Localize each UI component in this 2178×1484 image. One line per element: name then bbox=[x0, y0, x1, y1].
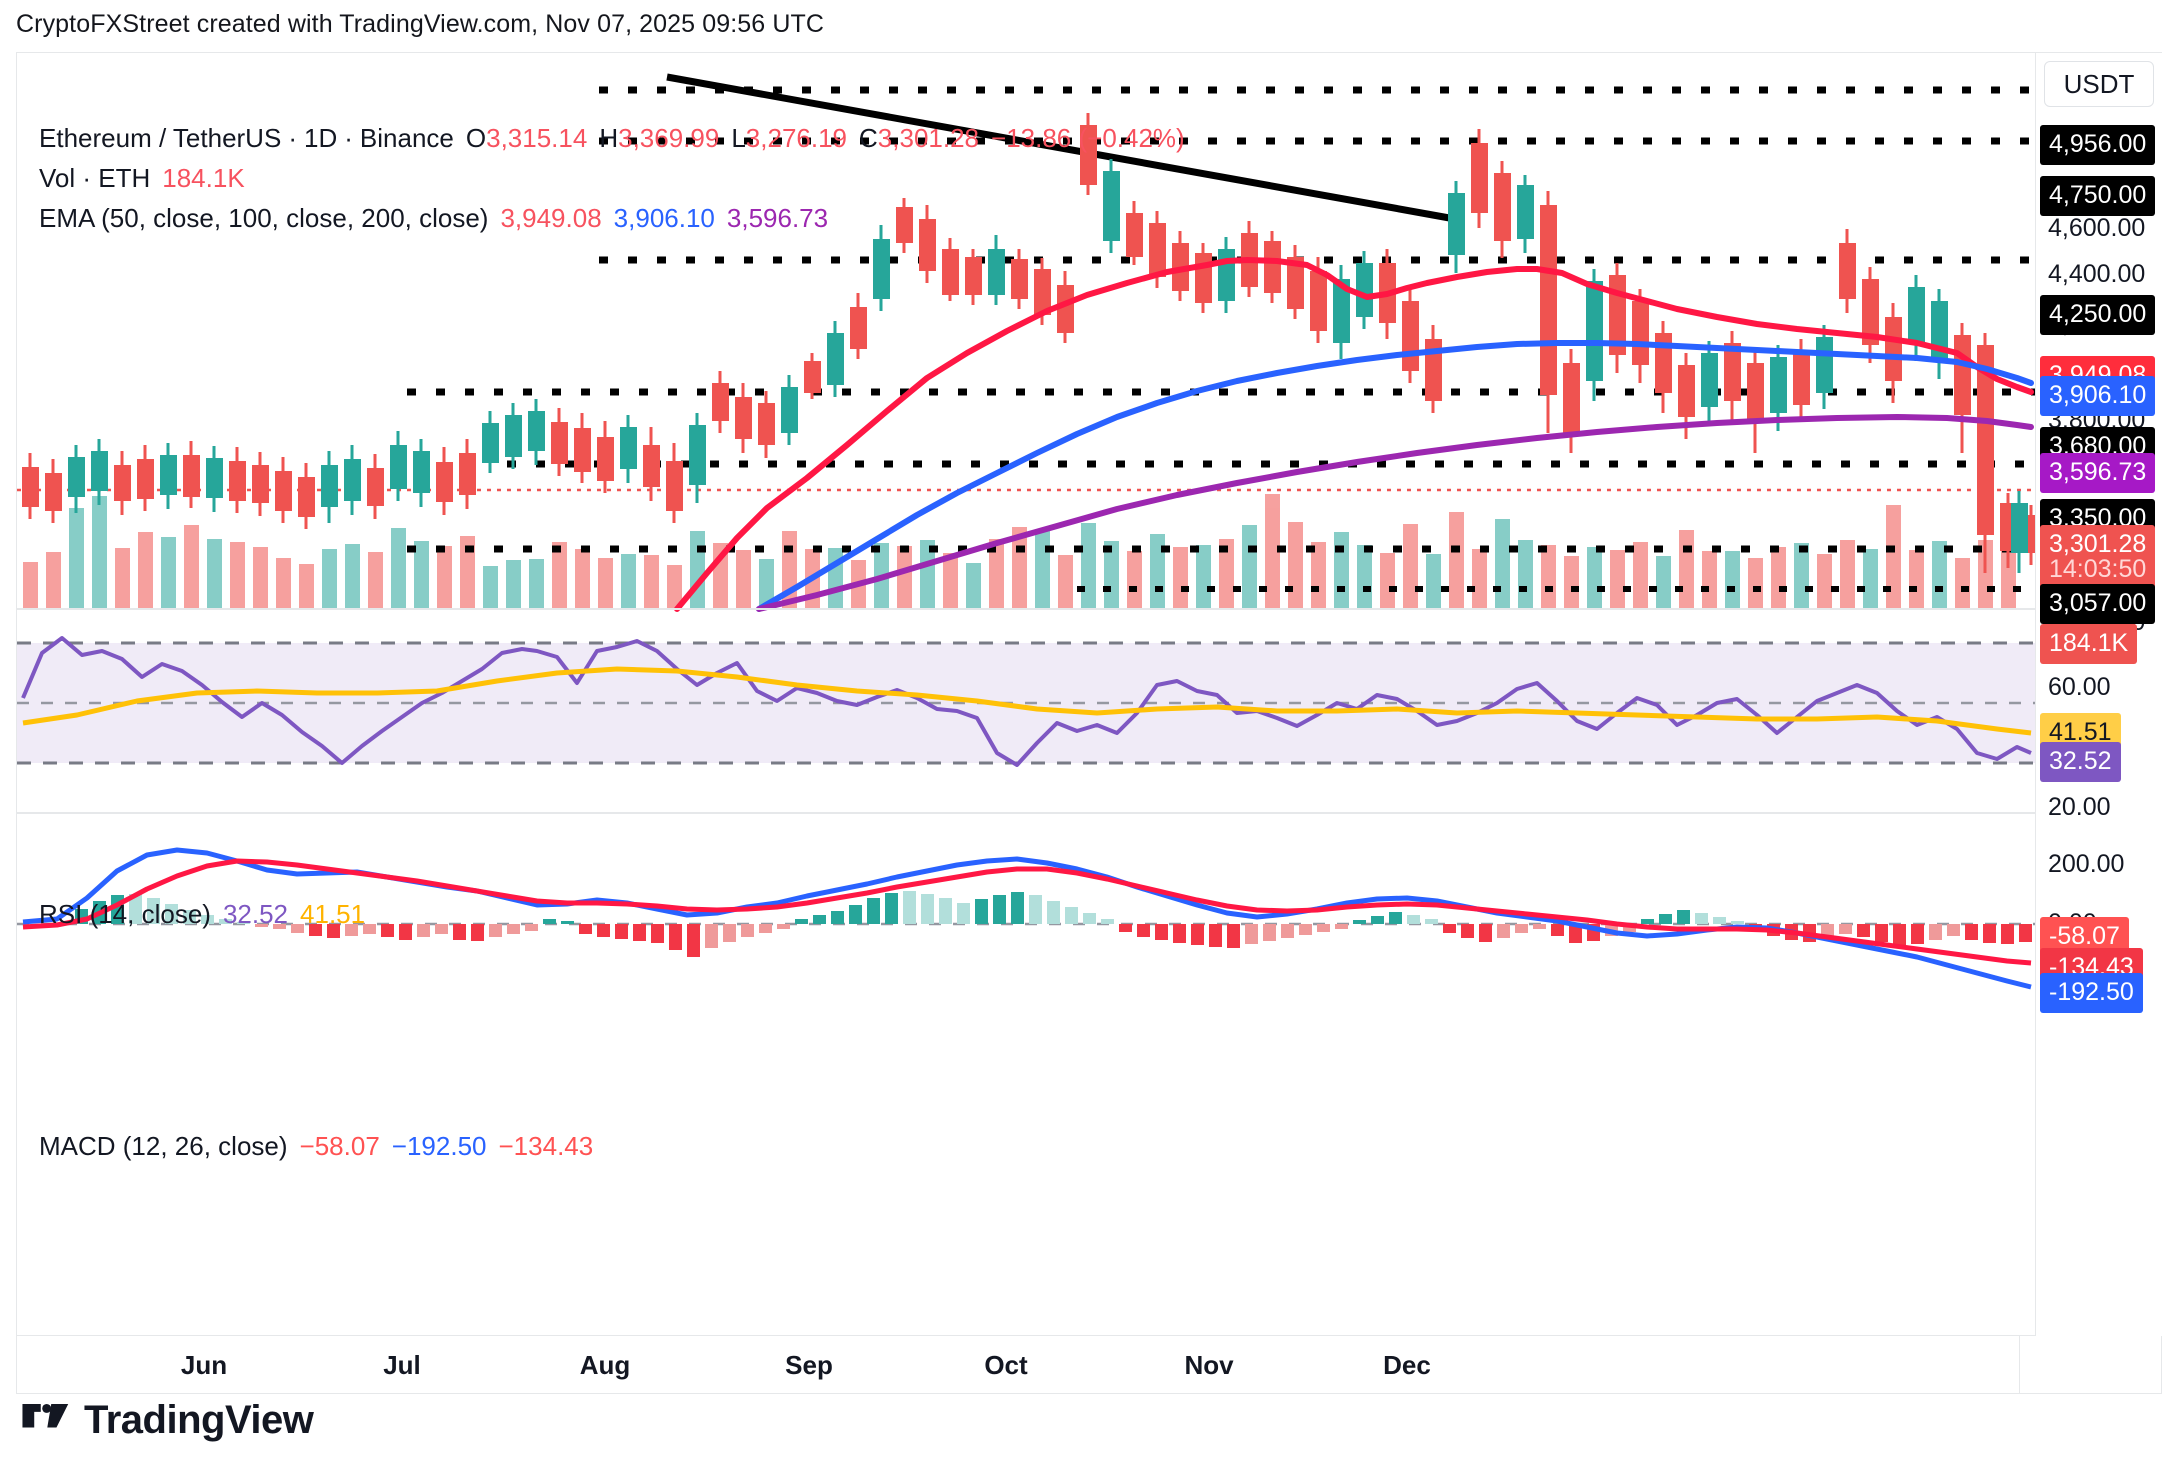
price-axis[interactable]: USDT 4,800.00 4,600.00 4,400.00 4,200.00… bbox=[2035, 53, 2162, 1336]
ema-100-value: 3,906.10 bbox=[613, 203, 715, 233]
time-label-dec: Dec bbox=[1383, 1350, 1431, 1380]
macd-signal-value: −192.50 bbox=[391, 1131, 487, 1161]
descending-trendline[interactable] bbox=[666, 73, 1456, 223]
high-value: 3,369.99 bbox=[618, 123, 720, 153]
macd-tick-200: 200.00 bbox=[2048, 850, 2125, 878]
rsi-value: 32.52 bbox=[222, 899, 289, 929]
volume-price-label[interactable]: 184.1K bbox=[2040, 624, 2138, 664]
rsi-ma-value: 41.51 bbox=[300, 899, 366, 929]
macd-title[interactable]: MACD (12, 26, close) bbox=[39, 1131, 288, 1161]
volume-value: 184.1K bbox=[162, 163, 245, 193]
level-label-4750[interactable]: 4,750.00 bbox=[2040, 176, 2156, 216]
candlestick-series[interactable] bbox=[22, 113, 2035, 573]
tradingview-logo-icon bbox=[22, 1403, 69, 1428]
time-label-sep: Sep bbox=[785, 1350, 833, 1380]
macd-signal-line bbox=[22, 858, 2032, 966]
tradingview-brand: TradingView bbox=[22, 1398, 314, 1443]
ema-50-value: 3,949.08 bbox=[500, 203, 602, 233]
rsi-line bbox=[21, 636, 2032, 767]
macd-histogram bbox=[75, 891, 2032, 957]
main-series-legend[interactable]: Ethereum / TetherUS · 1D · Binance O3,315.14 H… bbox=[39, 125, 1185, 151]
legend-sep-1: · bbox=[288, 123, 297, 153]
exchange-label[interactable]: Binance bbox=[359, 123, 454, 153]
level-label-3057[interactable]: 3,057.00 bbox=[2040, 584, 2156, 624]
price-tick: 4,400.00 bbox=[2048, 260, 2146, 288]
change-value: −13.86 (−0.42%) bbox=[991, 123, 1185, 153]
time-label-jun: Jun bbox=[180, 1350, 228, 1380]
high-key: H bbox=[599, 123, 619, 153]
support-resistance-levels[interactable] bbox=[407, 86, 2035, 553]
attribution-text: CryptoFXStreet created with TradingView.… bbox=[16, 10, 825, 38]
interval-label[interactable]: 1D bbox=[303, 123, 338, 153]
rsi-ma-line bbox=[22, 666, 2032, 736]
rsi-pane bbox=[17, 636, 2035, 767]
macd-line-value: −134.43 bbox=[498, 1131, 594, 1161]
time-label-oct: Oct bbox=[984, 1350, 1028, 1380]
open-value: 3,315.14 bbox=[486, 123, 588, 153]
ema-200-line bbox=[756, 414, 2034, 612]
countdown-timer: 14:03:50 bbox=[2049, 555, 2147, 583]
rsi-title[interactable]: RSI (14, close) bbox=[39, 899, 211, 929]
current-price-label[interactable]: 3,301.28 14:03:50 bbox=[2040, 525, 2156, 590]
chart-canvas bbox=[17, 73, 2035, 990]
current-price-value: 3,301.28 bbox=[2049, 530, 2147, 558]
ema-legend[interactable]: EMA (50, close, 100, close, 200, close) 3… bbox=[39, 205, 828, 231]
macd-signal-label[interactable]: -192.50 bbox=[2040, 973, 2143, 1013]
low-key: L bbox=[731, 123, 746, 153]
level-label-4250[interactable]: 4,250.00 bbox=[2040, 295, 2156, 335]
chart-frame: Ethereum / TetherUS · 1D · Binance O3,315.14 H… bbox=[16, 52, 2162, 1336]
symbol-name[interactable]: Ethereum / TetherUS bbox=[39, 123, 282, 153]
rsi-value-label[interactable]: 32.52 bbox=[2040, 742, 2121, 782]
ema-200-value: 3,596.73 bbox=[726, 203, 829, 233]
time-label-jul: Jul bbox=[383, 1350, 421, 1380]
macd-pane bbox=[17, 847, 2035, 990]
time-label-nov: Nov bbox=[1184, 1350, 1234, 1380]
rsi-tick-60: 60.00 bbox=[2048, 673, 2111, 701]
legend-sep-2: · bbox=[344, 123, 353, 153]
level-label-4956[interactable]: 4,956.00 bbox=[2040, 125, 2156, 165]
rsi-tick-20: 20.00 bbox=[2048, 793, 2111, 821]
rsi-legend[interactable]: RSI (14, close) 32.52 41.51 bbox=[39, 901, 365, 927]
currency-badge[interactable]: USDT bbox=[2044, 61, 2154, 107]
close-key: C bbox=[859, 123, 878, 153]
price-tick: 4,600.00 bbox=[2048, 214, 2146, 242]
ema-50-line bbox=[674, 257, 2034, 612]
close-value: 3,301.28 bbox=[877, 123, 980, 153]
volume-legend[interactable]: Vol · ETH 184.1K bbox=[39, 165, 245, 191]
plot-area[interactable]: Ethereum / TetherUS · 1D · Binance O3,315.14 H… bbox=[17, 53, 2035, 1336]
macd-hist-value: −58.07 bbox=[299, 1131, 380, 1161]
open-key: O bbox=[465, 123, 487, 153]
ema-200-price-label[interactable]: 3,596.73 bbox=[2040, 453, 2156, 493]
ema-title[interactable]: EMA (50, close, 100, close, 200, close) bbox=[39, 203, 489, 233]
ema-100-line bbox=[756, 340, 2034, 612]
brand-name: TradingView bbox=[84, 1398, 314, 1442]
ema-100-price-label[interactable]: 3,906.10 bbox=[2040, 376, 2156, 416]
time-axis[interactable]: Jun Jul Aug Sep Oct Nov Dec bbox=[16, 1336, 2162, 1394]
volume-title[interactable]: Vol · ETH bbox=[39, 163, 151, 193]
macd-legend[interactable]: MACD (12, 26, close) −58.07 −192.50 −134.43 bbox=[39, 1133, 593, 1159]
low-value: 3,276.19 bbox=[745, 123, 848, 153]
time-label-aug: Aug bbox=[579, 1350, 631, 1380]
